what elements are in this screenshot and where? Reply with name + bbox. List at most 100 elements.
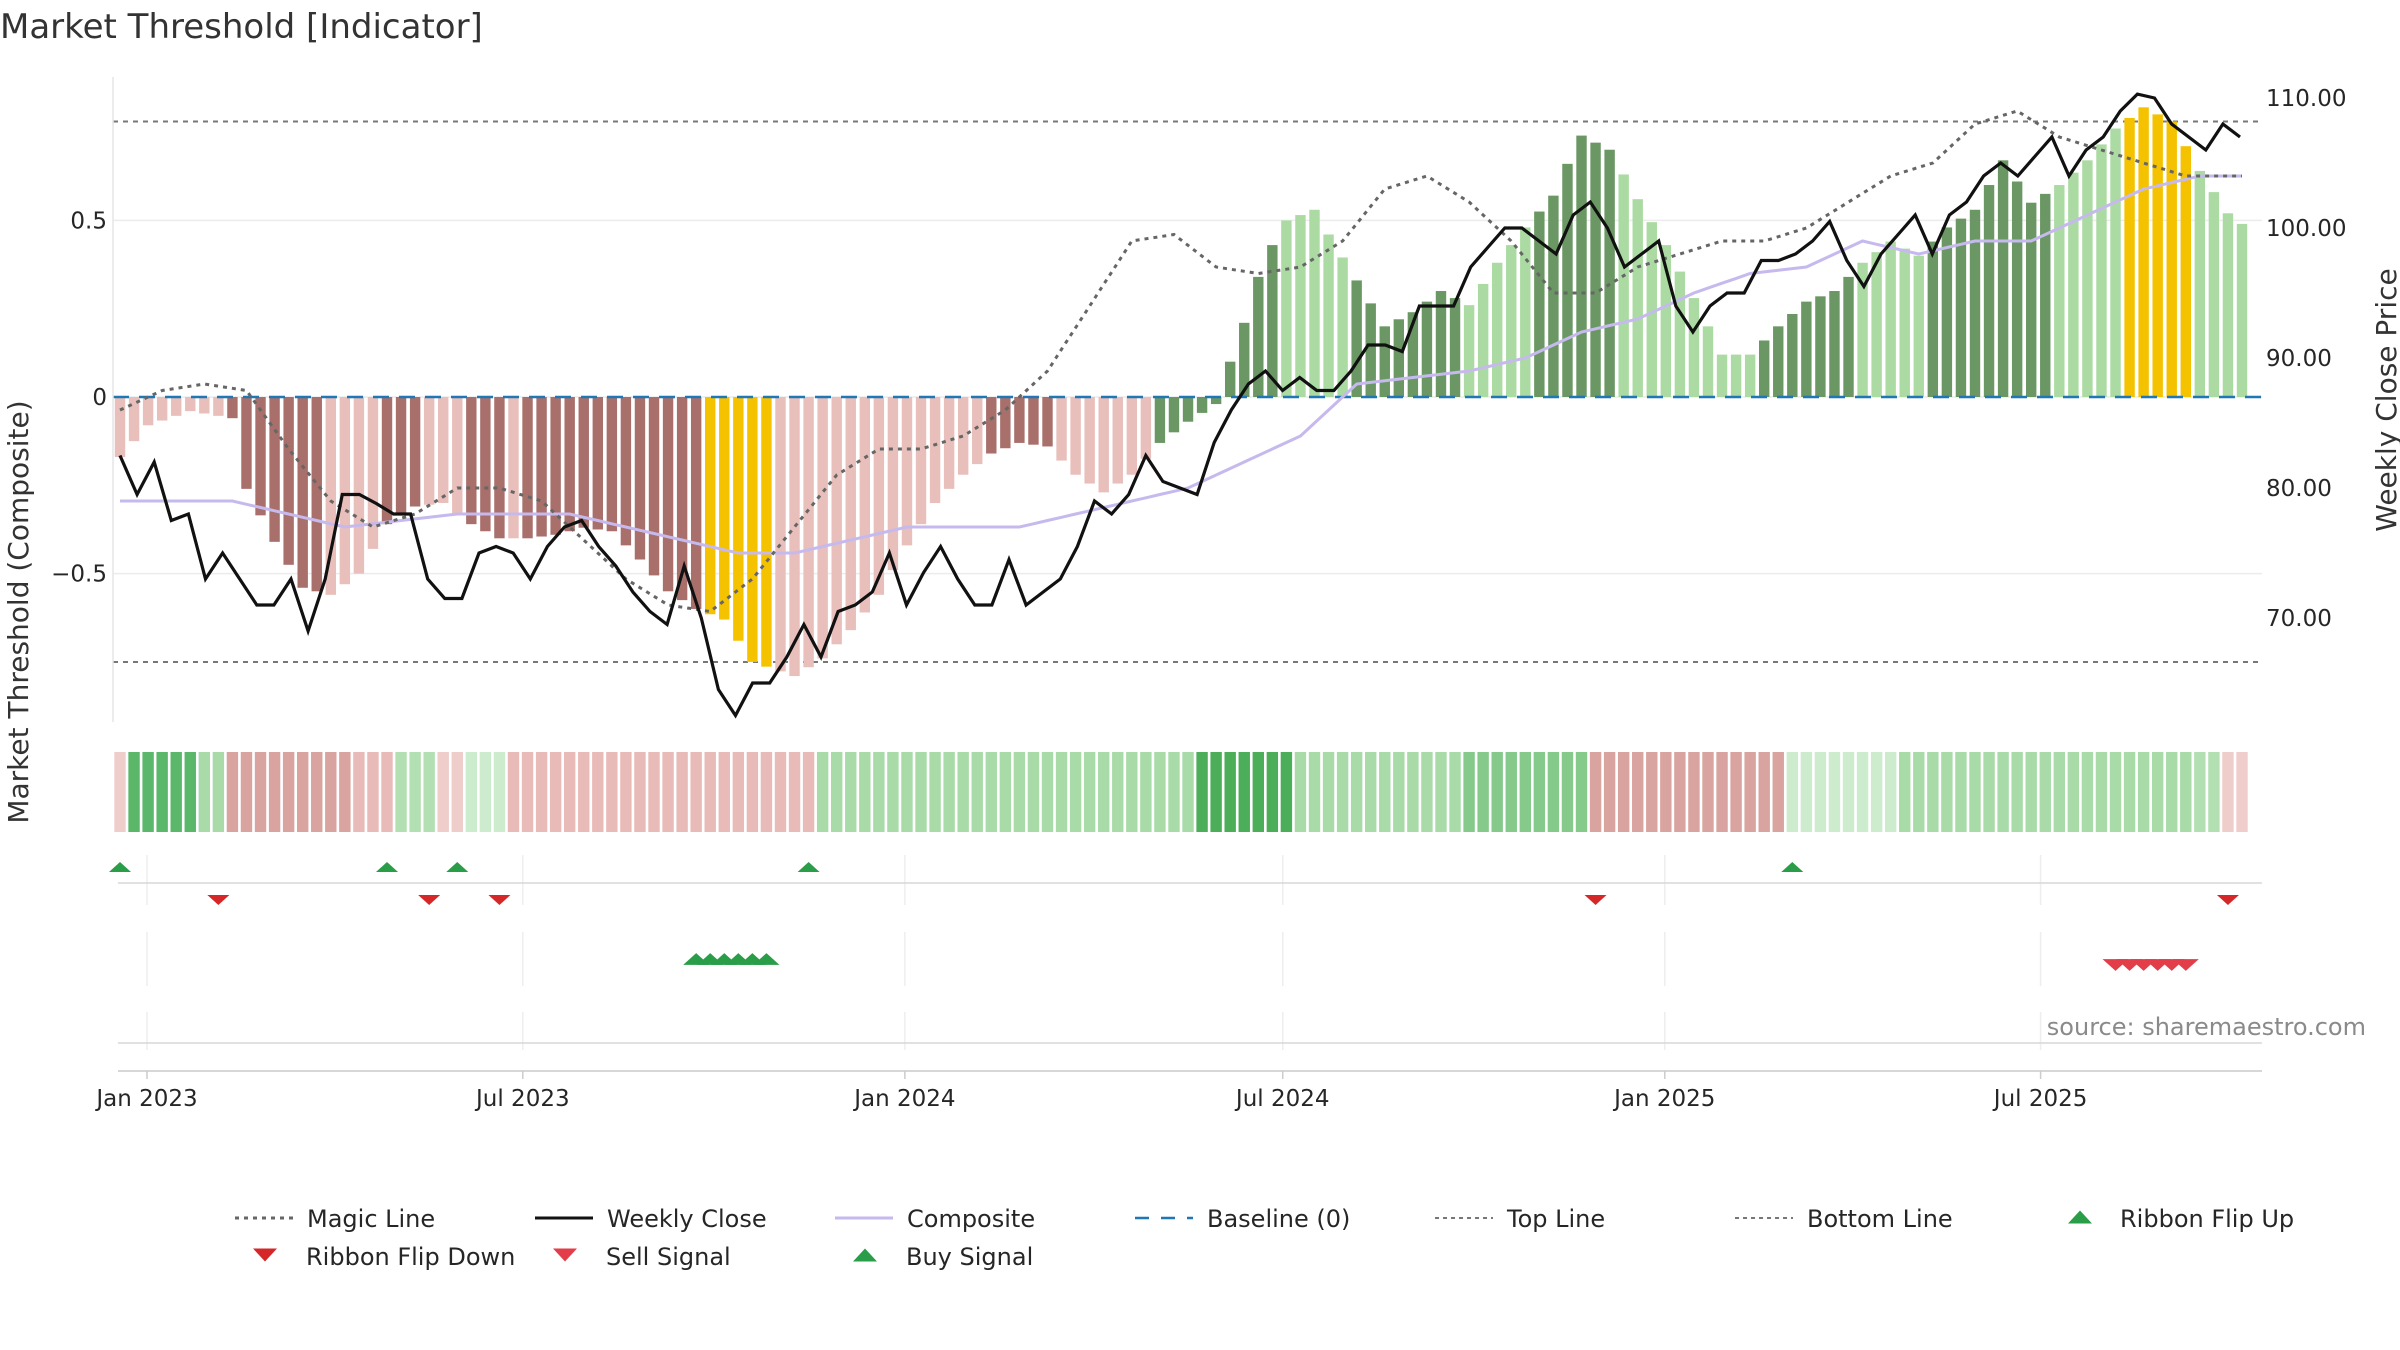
ribbon-cell: [563, 752, 576, 832]
composite-bar: [311, 397, 322, 592]
ribbon-cell: [662, 752, 674, 832]
composite-bar: [395, 397, 407, 516]
composite-bar: [1365, 303, 1376, 397]
composite-bar: [1744, 354, 1756, 397]
composite-bar: [1969, 209, 1981, 397]
ribbon-cell: [465, 752, 478, 832]
composite-bar: [2180, 146, 2191, 397]
ribbon-cell: [212, 752, 225, 832]
ribbon-cell: [1308, 752, 1321, 832]
ribbon-cell: [1828, 752, 1841, 832]
ribbon-cell: [1182, 752, 1194, 832]
ribbon-cell: [1730, 752, 1742, 832]
ribbon-cell: [831, 752, 843, 832]
composite-bar: [1646, 222, 1657, 397]
composite-bar: [1562, 163, 1573, 397]
ribbon-cell: [1435, 752, 1447, 832]
composite-bar: [733, 397, 744, 641]
composite-bar: [1140, 397, 1152, 459]
ribbon-cell: [1547, 752, 1560, 832]
ribbon-cell: [1941, 752, 1953, 832]
ribbon-cell: [1505, 752, 1517, 832]
ribbon-cell: [198, 752, 211, 832]
ribbon-cell: [2053, 752, 2066, 832]
ribbon-cell: [1365, 752, 1377, 832]
legend-label: Weekly Close: [607, 1205, 767, 1233]
composite-bar: [831, 397, 842, 645]
ribbon-cell: [1041, 752, 1054, 832]
ribbon-cell: [226, 752, 239, 832]
ribbon-cell: [578, 752, 590, 832]
legend-item: Ribbon Flip Up: [2068, 1205, 2294, 1233]
composite-bar: [480, 397, 491, 532]
sell-signal-marker: [2172, 959, 2199, 971]
axis-ticks: 0.5 0 −0.5 110.00 100.00 90.00 80.00 70.00 Jan 2…: [51, 86, 2346, 1112]
composite-bar: [1674, 271, 1686, 397]
x-tick-label: Jul 2023: [474, 1086, 570, 1112]
ribbon-flip-up-marker: [797, 862, 820, 872]
composite-bar: [1281, 220, 1292, 397]
ribbon-cell: [985, 752, 997, 832]
ribbon-cell: [1196, 752, 1208, 832]
ribbon-cell: [2137, 752, 2150, 832]
ribbon-cell: [788, 752, 801, 832]
composite-bar: [438, 397, 449, 503]
ribbon-cell: [859, 752, 871, 832]
ribbon-cell: [1449, 752, 1461, 832]
ribbon-cell: [1491, 752, 1503, 832]
y-tick-right: 80.00: [2266, 476, 2332, 502]
y-axis-right-label: Weekly Close Price: [2370, 268, 2400, 531]
composite-bar: [1702, 326, 1714, 397]
composite-bar: [1491, 262, 1503, 397]
composite-bar: [2166, 121, 2177, 398]
ribbon-cell: [423, 752, 435, 832]
composite-bar: [719, 397, 730, 620]
composite-bar: [1899, 248, 1910, 397]
composite-bar: [648, 397, 660, 576]
ribbon-cell: [395, 752, 407, 832]
ribbon-cell: [1224, 752, 1236, 832]
composite-bar: [1084, 397, 1095, 484]
composite-bar: [957, 397, 969, 475]
ribbon-cell: [1772, 752, 1784, 832]
composite-bar: [1098, 397, 1109, 493]
composite-bar: [1534, 211, 1545, 397]
ribbon-cell: [1322, 752, 1335, 832]
ribbon-cell: [240, 752, 253, 832]
legend-label: Ribbon Flip Up: [2120, 1205, 2294, 1233]
source-note: source: sharemaestro.com: [2047, 1013, 2366, 1041]
composite-bar: [1660, 245, 1672, 397]
composite-bar: [227, 397, 238, 419]
composite-bar: [1042, 397, 1053, 447]
ribbon-cell: [170, 752, 182, 832]
legend-label: Bottom Line: [1807, 1205, 1953, 1233]
ribbon-flip-down-marker: [2216, 895, 2239, 905]
ribbon-cell: [845, 752, 857, 832]
ribbon-cell: [774, 752, 787, 832]
composite-bar: [128, 397, 140, 442]
ribbon-cell: [2222, 752, 2234, 832]
composite-bar: [564, 397, 575, 532]
ribbon-flip-down-marker: [207, 895, 230, 905]
ribbon-cell: [1969, 752, 1981, 832]
ribbon-cell: [592, 752, 604, 832]
composite-bar: [283, 397, 294, 565]
ribbon-cell: [507, 752, 520, 832]
composite-bar: [114, 397, 126, 458]
composite-bar: [339, 397, 351, 585]
ribbon-cell: [1379, 752, 1391, 832]
composite-bar: [1983, 185, 1995, 397]
legend-label: Magic Line: [307, 1205, 435, 1233]
ribbon-cell: [1112, 752, 1124, 832]
legend-item: Ribbon Flip Down: [253, 1243, 515, 1271]
ribbon-cell: [1533, 752, 1546, 832]
ribbon-cell: [184, 752, 196, 832]
composite-bar: [452, 397, 463, 514]
ribbon-cell: [493, 752, 506, 832]
ribbon-cell: [1870, 752, 1883, 832]
composite-bar: [1688, 298, 1700, 397]
ribbon-cell: [1013, 752, 1026, 832]
ribbon-cell: [1814, 752, 1827, 832]
composite-bar: [213, 397, 224, 416]
ribbon-cell: [1463, 752, 1475, 832]
